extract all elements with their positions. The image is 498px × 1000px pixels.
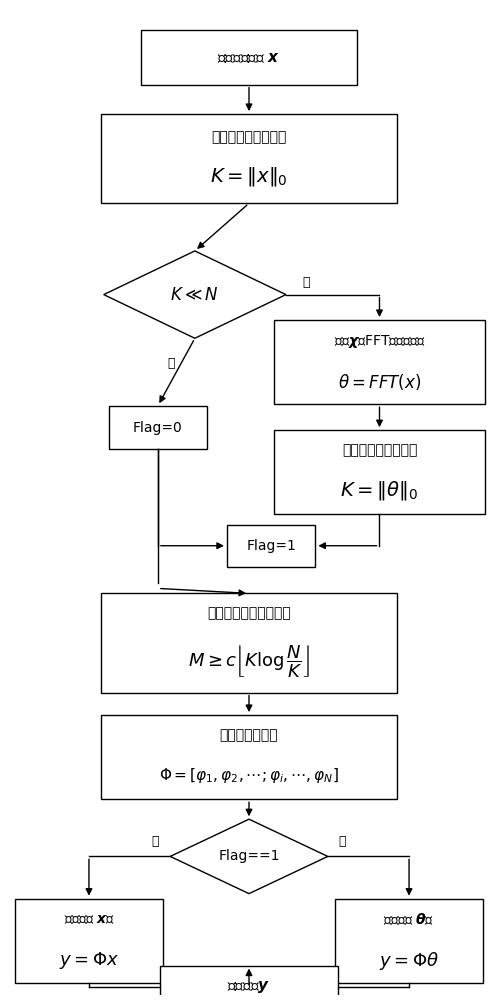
Text: $y = \Phi \theta$: $y = \Phi \theta$ [379, 950, 439, 972]
Text: $\Phi=[\varphi_1,\varphi_2,\cdots;\varphi_i,\cdots,\varphi_N]$: $\Phi=[\varphi_1,\varphi_2,\cdots;\varph… [159, 766, 339, 785]
FancyBboxPatch shape [140, 30, 358, 85]
Polygon shape [104, 251, 286, 338]
FancyBboxPatch shape [101, 593, 397, 693]
Text: Flag=0: Flag=0 [133, 421, 183, 435]
Text: Flag=1: Flag=1 [246, 539, 296, 553]
FancyBboxPatch shape [109, 406, 207, 449]
FancyBboxPatch shape [335, 899, 483, 983]
Text: 是: 是 [167, 357, 175, 370]
FancyBboxPatch shape [15, 899, 163, 983]
Text: 是: 是 [339, 835, 346, 848]
Text: 压缩数据$\bfit{y}$: 压缩数据$\bfit{y}$ [227, 979, 271, 995]
Text: $K \ll N$: $K \ll N$ [170, 286, 219, 304]
Text: 否: 否 [152, 835, 159, 848]
Text: 轨道移频信号 $\bfit{x}$: 轨道移频信号 $\bfit{x}$ [218, 50, 280, 65]
Text: 压缩观测 $\bfit{x}$：: 压缩观测 $\bfit{x}$： [64, 912, 115, 926]
FancyBboxPatch shape [227, 525, 315, 567]
Polygon shape [170, 819, 328, 894]
FancyBboxPatch shape [101, 114, 397, 203]
Text: 计算信号的稀疏度：: 计算信号的稀疏度： [211, 130, 287, 144]
Text: 计算信号的观测维数：: 计算信号的观测维数： [207, 606, 291, 620]
FancyBboxPatch shape [273, 430, 486, 514]
Text: Flag==1: Flag==1 [218, 849, 280, 863]
Text: $y = \Phi x$: $y = \Phi x$ [59, 950, 119, 971]
FancyBboxPatch shape [101, 715, 397, 799]
Text: $K =\| \theta \|_0$: $K =\| \theta \|_0$ [341, 479, 418, 502]
Text: 计算信号的稀疏度：: 计算信号的稀疏度： [342, 443, 417, 457]
Text: 产生观测矩阵：: 产生观测矩阵： [220, 728, 278, 742]
FancyBboxPatch shape [160, 966, 338, 1000]
Text: $K =\| x \|_0$: $K =\| x \|_0$ [210, 165, 288, 188]
Text: $M \geq c\left\lfloor K\log\dfrac{N}{K}\right\rfloor$: $M \geq c\left\lfloor K\log\dfrac{N}{K}\… [188, 643, 310, 679]
FancyBboxPatch shape [273, 320, 486, 404]
Text: 否: 否 [302, 276, 309, 289]
Text: $\theta = FFT(x)$: $\theta = FFT(x)$ [338, 372, 421, 392]
Text: 压缩观测 $\bfit{\theta}$：: 压缩观测 $\bfit{\theta}$： [383, 911, 435, 927]
Text: 信号$\bfit{χ}$的FFT稀疏变换：: 信号$\bfit{χ}$的FFT稀疏变换： [334, 333, 425, 350]
